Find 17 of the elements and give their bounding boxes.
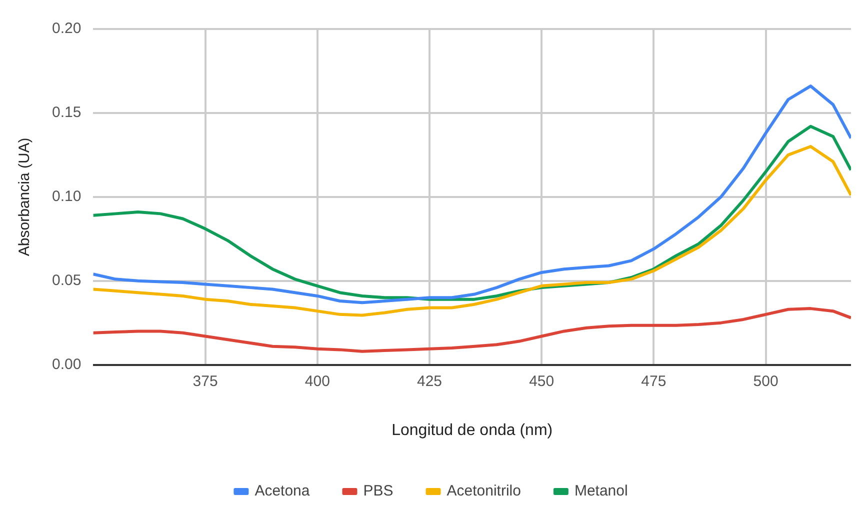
y-axis-title: Absorbancia (UA) <box>16 138 34 256</box>
y-tick-label: 0.05 <box>52 272 82 289</box>
x-tick-label: 425 <box>416 372 442 390</box>
legend-label: Metanol <box>574 482 628 500</box>
x-axis-title: Longitud de onda (nm) <box>392 422 553 439</box>
x-tick-label: 475 <box>641 372 666 390</box>
y-tick-label: 0.00 <box>52 356 82 373</box>
x-tick-label: 450 <box>529 372 554 390</box>
y-tick-label: 0.10 <box>52 188 82 206</box>
y-tick-label: 0.15 <box>52 104 82 122</box>
legend-label: Acetonitrilo <box>446 482 521 500</box>
x-tick-label: 400 <box>304 372 330 390</box>
y-tick-label: 0.20 <box>52 20 82 38</box>
x-tick-label: 500 <box>753 372 778 390</box>
legend-label: PBS <box>363 482 394 500</box>
legend-label: Acetona <box>254 482 310 500</box>
x-tick-label: 375 <box>192 372 218 390</box>
